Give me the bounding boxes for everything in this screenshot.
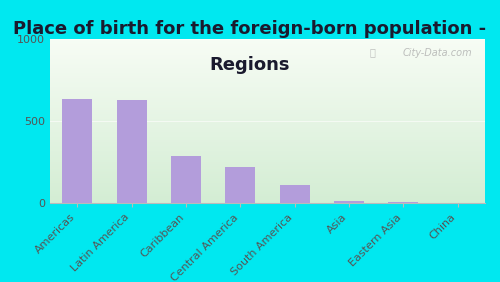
Text: Regions: Regions bbox=[210, 56, 290, 74]
Bar bbox=[226, 167, 256, 203]
Bar bbox=[388, 202, 418, 203]
Bar bbox=[280, 185, 310, 203]
Bar bbox=[334, 201, 364, 203]
Bar bbox=[62, 99, 92, 203]
Bar bbox=[171, 157, 201, 203]
Bar bbox=[116, 100, 146, 203]
Text: Place of birth for the foreign-born population -: Place of birth for the foreign-born popu… bbox=[14, 20, 486, 38]
Text: City-Data.com: City-Data.com bbox=[402, 48, 472, 58]
Bar bbox=[443, 202, 473, 203]
Text: ⓘ: ⓘ bbox=[370, 48, 376, 58]
